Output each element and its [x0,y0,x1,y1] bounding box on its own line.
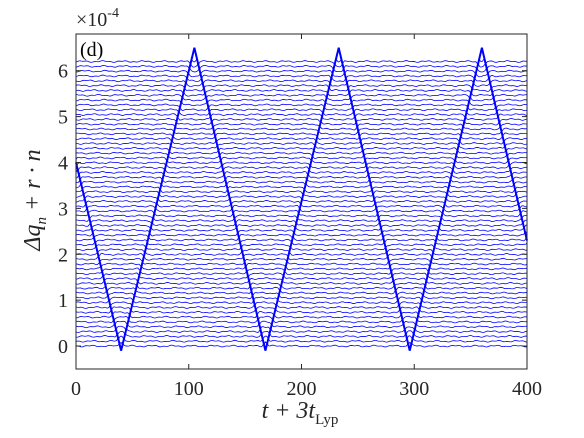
y-axis-label-main: Δq [20,224,46,251]
series-line [75,87,528,95]
series-line [75,212,528,220]
y-tick-label: 0 [58,336,68,358]
series-line [75,106,528,114]
x-tick-label: 300 [399,378,429,400]
x-axis-label-subscript: Lyp [315,412,338,428]
series-line [75,241,528,249]
y-tick-label: 4 [58,152,68,174]
series-line [75,57,527,65]
y-axis-label-subscript: n [34,217,50,225]
x-tick-label: 200 [287,378,317,400]
series-line [75,328,528,336]
series-line [75,149,528,156]
series-line [75,333,528,340]
series-line [75,135,528,143]
series-line [75,250,528,257]
y-tick-label: 1 [58,290,68,312]
series-line [75,318,528,326]
series-line [75,121,528,128]
series-line [75,294,528,301]
series-line [75,62,528,70]
y-tick-label: 2 [58,244,68,266]
series-line [75,77,528,84]
series-line [75,115,528,123]
series-layer [75,47,528,351]
series-line [75,337,528,345]
series-line [75,140,528,147]
series-line [75,81,528,89]
series-line [75,314,528,321]
x-tick-label: 100 [174,378,204,400]
x-axis-label-main: t + 3t [262,398,317,424]
series-line [75,67,528,75]
series-line [75,126,528,133]
series-line [75,246,528,254]
series-line [75,101,528,109]
series-line [75,183,528,190]
series-line [75,284,528,292]
x-axis: 0 100 200 300 400 [71,34,542,400]
series-line [75,270,528,278]
series-line [75,96,528,103]
series-line [75,145,528,152]
series-line [75,188,528,196]
series-line [75,163,528,172]
y-axis: 0 1 2 3 4 5 6 [58,61,527,358]
scale-factor-exponent: -4 [107,6,119,21]
series-line [75,289,528,297]
series-line [75,207,528,214]
y-tick-label: 3 [58,198,68,220]
series-line [75,323,528,331]
y-axis-label: Δqn + r · n [20,149,50,251]
series-line [75,236,528,244]
x-tick-label: 400 [512,378,542,400]
series-line [75,154,528,162]
series-line [75,279,528,287]
series-line [75,130,528,137]
series-line [75,303,528,311]
front-line [75,47,528,351]
scale-factor-base: ×10 [76,9,107,31]
series-line [75,72,528,80]
series-line [75,159,528,167]
series-line [75,111,528,119]
x-tick-label: 0 [71,378,81,400]
series-line [75,342,528,350]
series-line [75,92,528,99]
series-line [75,308,528,315]
scale-factor: ×10-4 [76,6,119,31]
series-line [75,255,528,263]
series-line [75,260,528,268]
y-axis-label-rest: + r · n [20,149,46,217]
series-line [75,299,528,306]
panel-label: (d) [80,39,103,61]
series-line [75,266,528,273]
y-tick-label: 5 [58,107,68,129]
series-line [75,231,528,239]
x-axis-label: t + 3tLyp [262,398,339,428]
series-line [75,178,528,186]
y-tick-label: 6 [58,61,68,83]
series-line [75,274,528,282]
